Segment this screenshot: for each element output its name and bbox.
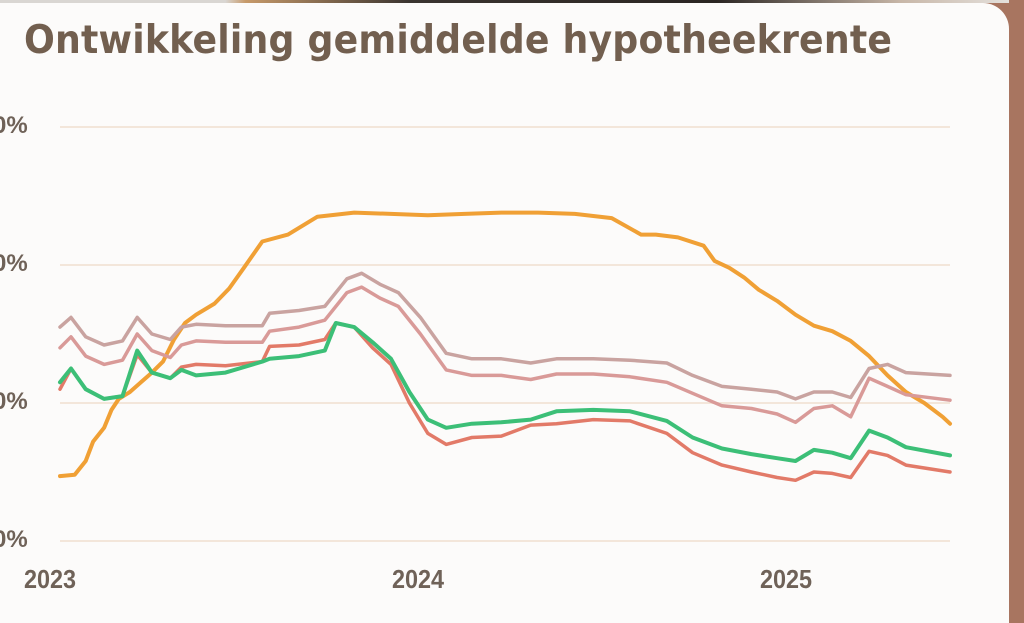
y-tick-label: 0% [0, 526, 28, 553]
frame-edge [1009, 0, 1024, 597]
y-tick-label: 0% [0, 388, 28, 415]
chart-card [0, 3, 1009, 623]
x-tick-label: 2025 [759, 564, 812, 594]
y-tick-label: 0% [0, 250, 28, 277]
series-line-rose [58, 285, 952, 425]
y-tick-label: 0% [0, 112, 28, 139]
series-line-mauve [58, 271, 952, 401]
top-edge-strip [0, 0, 1024, 3]
x-tick-label: 2024 [391, 564, 444, 594]
series-line-green [58, 321, 952, 463]
x-tick-label: 2023 [24, 564, 77, 594]
series-line-red [58, 321, 952, 483]
series-line-orange [58, 210, 952, 479]
chart-title: Ontwikkeling gemiddelde hypotheekrente [24, 18, 893, 63]
line-chart [58, 126, 952, 542]
